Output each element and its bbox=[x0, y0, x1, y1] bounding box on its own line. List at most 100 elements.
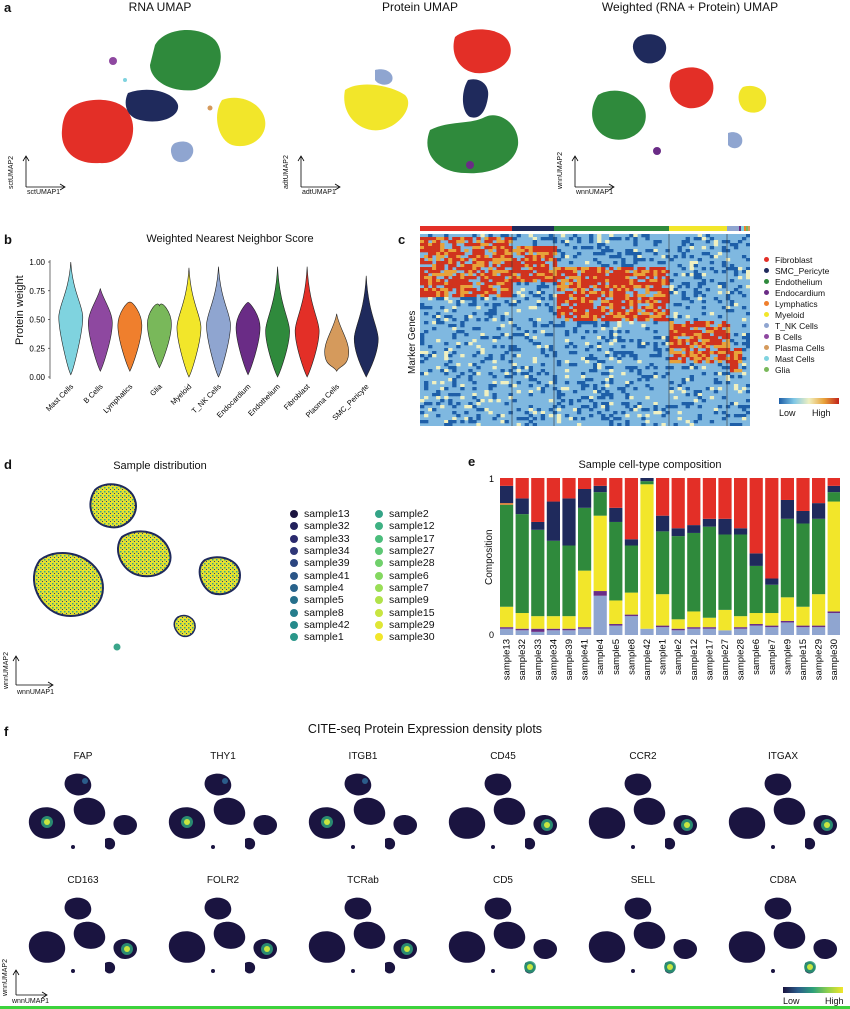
bar-segment-myeloid bbox=[500, 606, 514, 628]
heatmap-cell bbox=[625, 285, 630, 289]
heatmap-cell bbox=[617, 387, 622, 391]
heatmap-cell bbox=[649, 297, 654, 301]
heatmap-cell bbox=[508, 360, 513, 364]
heatmap-legend-item: Glia bbox=[764, 364, 829, 375]
heatmap-cell bbox=[480, 360, 485, 364]
heatmap-cell bbox=[452, 378, 457, 382]
heatmap-cell bbox=[524, 276, 529, 280]
heatmap-cell bbox=[709, 312, 715, 316]
density-cluster-top bbox=[204, 773, 232, 796]
heatmap-cell bbox=[729, 267, 735, 271]
heatmap-cell bbox=[585, 261, 590, 265]
heatmap-cell bbox=[492, 252, 497, 256]
protein-umap bbox=[297, 29, 519, 191]
heatmap-cell bbox=[500, 291, 505, 295]
heatmap-cell bbox=[520, 294, 525, 298]
heatmap-cell bbox=[572, 234, 578, 238]
density-cluster-top bbox=[484, 897, 512, 920]
heatmap-cell bbox=[633, 252, 638, 256]
heatmap-cell bbox=[669, 348, 674, 352]
heatmap-cell bbox=[589, 300, 594, 304]
bar-segment-t-nk-cells bbox=[546, 630, 560, 635]
heatmap-cell bbox=[532, 378, 538, 382]
heatmap-cell bbox=[440, 291, 445, 295]
heatmap-cell bbox=[508, 318, 513, 322]
bar-segment-fibroblast bbox=[749, 478, 763, 554]
heatmap-cell bbox=[524, 282, 529, 286]
heatmap-cell bbox=[601, 300, 606, 304]
bar-segment-endocardium bbox=[515, 628, 529, 631]
heatmap-cell bbox=[440, 387, 445, 391]
bar-segment-myeloid bbox=[609, 600, 623, 625]
heatmap-cell bbox=[472, 303, 477, 307]
heatmap-cell bbox=[665, 339, 670, 343]
bar-segment-fibroblast bbox=[734, 478, 748, 529]
heatmap-cell bbox=[440, 246, 445, 250]
violin-xtick: Fibroblast bbox=[282, 381, 312, 411]
heatmap-cell bbox=[745, 270, 750, 274]
heatmap-cell bbox=[709, 339, 715, 343]
heatmap-cell bbox=[568, 282, 574, 286]
heatmap-cell bbox=[496, 246, 501, 250]
bar-segment-fibroblast bbox=[780, 478, 794, 500]
heatmap-cell bbox=[516, 246, 521, 250]
heatmap-cell bbox=[432, 294, 437, 298]
heatmap-cell bbox=[601, 276, 606, 280]
heatmap-cell bbox=[528, 261, 533, 265]
heatmap-cell bbox=[661, 270, 666, 274]
density-cluster-right bbox=[113, 814, 137, 835]
heatmap-cell bbox=[717, 315, 723, 319]
legend-dot-icon bbox=[290, 571, 298, 580]
bar-segment-lymphatics bbox=[500, 503, 514, 505]
sample-cluster-left bbox=[32, 551, 104, 617]
heatmap-cell bbox=[492, 312, 497, 316]
heatmap-cell bbox=[657, 261, 662, 265]
heatmap-cell bbox=[552, 282, 558, 286]
heatmap-cell bbox=[436, 246, 441, 250]
heatmap-cell bbox=[556, 285, 562, 289]
heatmap-cell bbox=[625, 288, 630, 292]
density-cluster-top bbox=[764, 897, 792, 920]
heatmap-cell bbox=[428, 270, 433, 274]
heatmap-cell bbox=[464, 315, 469, 319]
heatmap-cell bbox=[657, 291, 662, 295]
heatmap-cell bbox=[725, 381, 731, 385]
heatmap-cell bbox=[725, 378, 731, 382]
heatmap-cell bbox=[468, 264, 473, 268]
heatmap-cell bbox=[568, 309, 574, 313]
heatmap-cell bbox=[589, 345, 594, 349]
heatmap-cell bbox=[476, 327, 481, 331]
bar-segment-endocardium bbox=[624, 614, 638, 617]
heatmap-cell bbox=[424, 387, 429, 391]
heatmap-cell bbox=[440, 273, 445, 277]
heatmap-cell bbox=[669, 258, 674, 262]
heatmap-cell bbox=[544, 285, 550, 289]
heatmap-cell bbox=[440, 237, 445, 241]
heatmap-cell bbox=[621, 258, 626, 262]
violin-ytick: 0.75 bbox=[29, 287, 45, 296]
heatmap-cell bbox=[685, 249, 690, 253]
heatmap-cell bbox=[516, 276, 521, 280]
heatmap-cell bbox=[721, 351, 727, 355]
heatmap-cell bbox=[709, 360, 715, 364]
heatmap-cell bbox=[645, 273, 650, 277]
heatmap-cell bbox=[460, 396, 465, 400]
protein-cluster-smc bbox=[462, 79, 489, 118]
heatmap-cell bbox=[601, 297, 606, 301]
heatmap-cell bbox=[653, 273, 658, 277]
bar-segment-endocardium bbox=[796, 625, 810, 628]
heatmap-cell bbox=[556, 312, 562, 316]
density-cluster-top bbox=[64, 773, 92, 796]
sample-legend-item: sample27 bbox=[375, 545, 435, 557]
panel-letter-e: e bbox=[468, 454, 476, 469]
heatmap-cell bbox=[548, 321, 554, 325]
heatmap-cell bbox=[468, 282, 473, 286]
heatmap-cell bbox=[721, 333, 727, 337]
heatmap-cell bbox=[488, 288, 493, 292]
bar-segment-smc-pericyte bbox=[765, 578, 779, 585]
bar-xtick: sample12 bbox=[689, 639, 700, 680]
heatmap-cell bbox=[709, 267, 715, 271]
heatmap-cell bbox=[464, 291, 469, 295]
heatmap-cell bbox=[480, 285, 485, 289]
heatmap-cell bbox=[548, 399, 554, 403]
